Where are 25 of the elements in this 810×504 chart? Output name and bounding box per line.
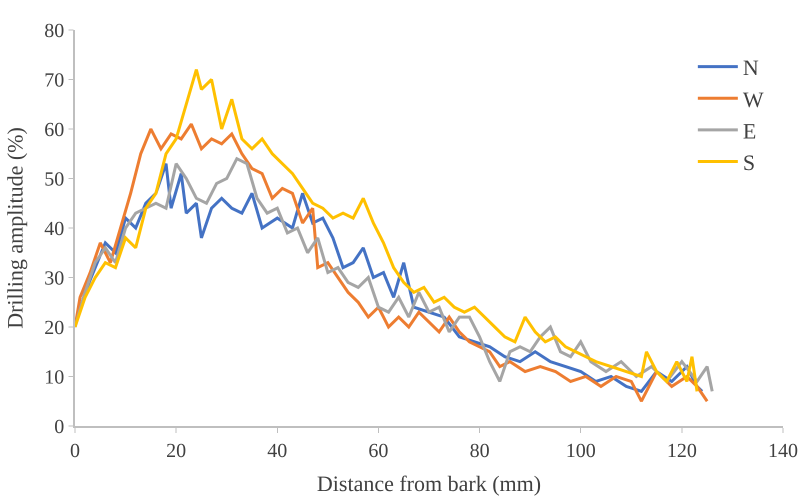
y-tick-label: 0 xyxy=(54,416,64,438)
legend-label: E xyxy=(742,118,756,144)
legend-label: N xyxy=(742,55,759,80)
y-tick-label: 50 xyxy=(44,168,64,190)
y-tick-label: 20 xyxy=(44,317,64,339)
line-series xyxy=(75,122,709,403)
legend-label: S xyxy=(742,150,756,176)
legend-label: W xyxy=(742,86,764,112)
x-tick-label: 0 xyxy=(70,440,80,462)
x-tick-label: 120 xyxy=(666,440,697,462)
line-series xyxy=(75,68,699,393)
x-tick-label: 20 xyxy=(166,440,186,462)
y-tick-label: 70 xyxy=(44,70,64,92)
x-tick-label: 40 xyxy=(267,440,288,462)
y-tick-label: 80 xyxy=(44,20,64,42)
x-axis-title: Distance from bark (mm) xyxy=(316,471,542,496)
x-tick-label: 80 xyxy=(470,440,490,462)
x-tick-label: 140 xyxy=(768,440,798,462)
x-tick-label: 100 xyxy=(566,440,596,462)
x-tick-label: 60 xyxy=(368,440,388,462)
y-tick-label: 60 xyxy=(44,119,64,141)
y-tick-label: 10 xyxy=(44,366,64,388)
y-tick-label: 40 xyxy=(44,218,64,240)
y-axis-title: Drilling amplitude (%) xyxy=(2,127,28,329)
y-tick-label: 30 xyxy=(44,268,64,290)
